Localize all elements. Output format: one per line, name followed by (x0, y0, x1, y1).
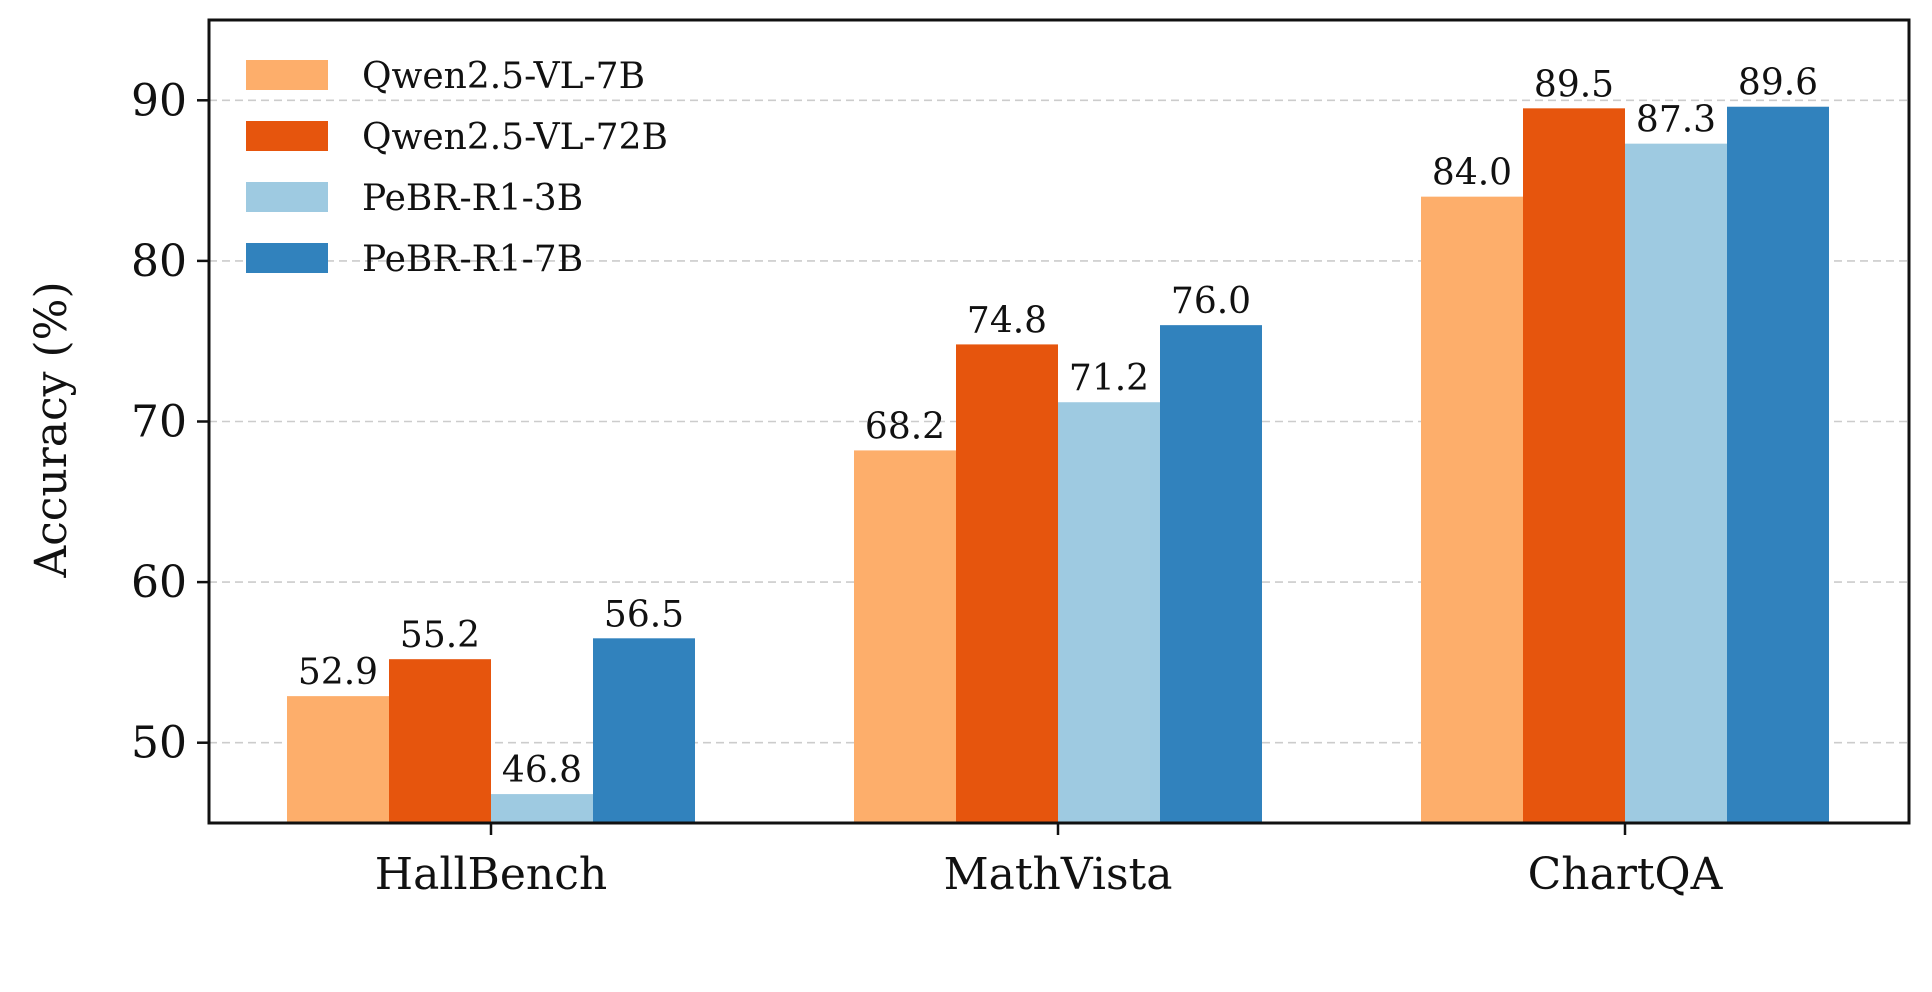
bar (1058, 402, 1160, 823)
y-axis-label: Accuracy (%) (26, 281, 77, 578)
legend-label: PeBR-R1-3B (362, 178, 583, 219)
legend-label: Qwen2.5-VL-7B (362, 56, 645, 97)
x-tick-label: ChartQA (1528, 849, 1724, 900)
bar (1160, 325, 1262, 823)
bar (491, 794, 593, 823)
bar (1523, 108, 1625, 823)
bar-value-label: 68.2 (865, 406, 945, 447)
y-tick-label: 50 (131, 718, 187, 769)
bar-value-label: 74.8 (967, 300, 1047, 341)
bar (593, 638, 695, 823)
bar-value-label: 87.3 (1636, 100, 1716, 141)
legend-swatch (246, 60, 328, 90)
bar-value-label: 76.0 (1171, 281, 1251, 322)
bar-value-label: 71.2 (1069, 358, 1149, 399)
bar-value-label: 46.8 (502, 750, 582, 791)
bar (854, 450, 956, 823)
y-tick-label: 80 (131, 236, 187, 287)
bar (956, 344, 1058, 823)
legend-swatch (246, 182, 328, 212)
bar (1727, 106, 1829, 823)
bar-value-label: 89.6 (1738, 63, 1818, 104)
x-tick-label: MathVista (944, 849, 1173, 900)
y-axis-ticks: 50 60 70 80 90 (131, 75, 209, 769)
legend-label: PeBR-R1-7B (362, 239, 583, 280)
bar (1421, 196, 1523, 823)
bar (287, 696, 389, 823)
y-tick-label: 60 (131, 557, 187, 608)
data-labels: 52.9 55.2 46.8 56.5 68.2 74.8 71.2 76.0 84.0 89.5… (298, 63, 1818, 791)
bar (1625, 143, 1727, 824)
bar-value-label: 52.9 (298, 652, 378, 693)
legend-swatch (246, 121, 328, 151)
x-tick-label: HallBench (375, 849, 607, 900)
y-tick-label: 90 (131, 75, 187, 126)
bar-value-label: 89.5 (1534, 64, 1614, 105)
x-axis-ticks: HallBench MathVista ChartQA (375, 823, 1724, 900)
bar-value-label: 55.2 (400, 615, 480, 656)
y-tick-label: 70 (131, 397, 187, 448)
legend-swatch (246, 243, 328, 273)
legend: Qwen2.5-VL-7B Qwen2.5-VL-72B PeBR-R1-3B PeB… (246, 56, 668, 280)
bars (287, 106, 1829, 824)
bar-value-label: 56.5 (604, 594, 684, 635)
bar-value-label: 84.0 (1432, 153, 1512, 194)
legend-label: Qwen2.5-VL-72B (362, 117, 668, 158)
bar (389, 659, 491, 823)
